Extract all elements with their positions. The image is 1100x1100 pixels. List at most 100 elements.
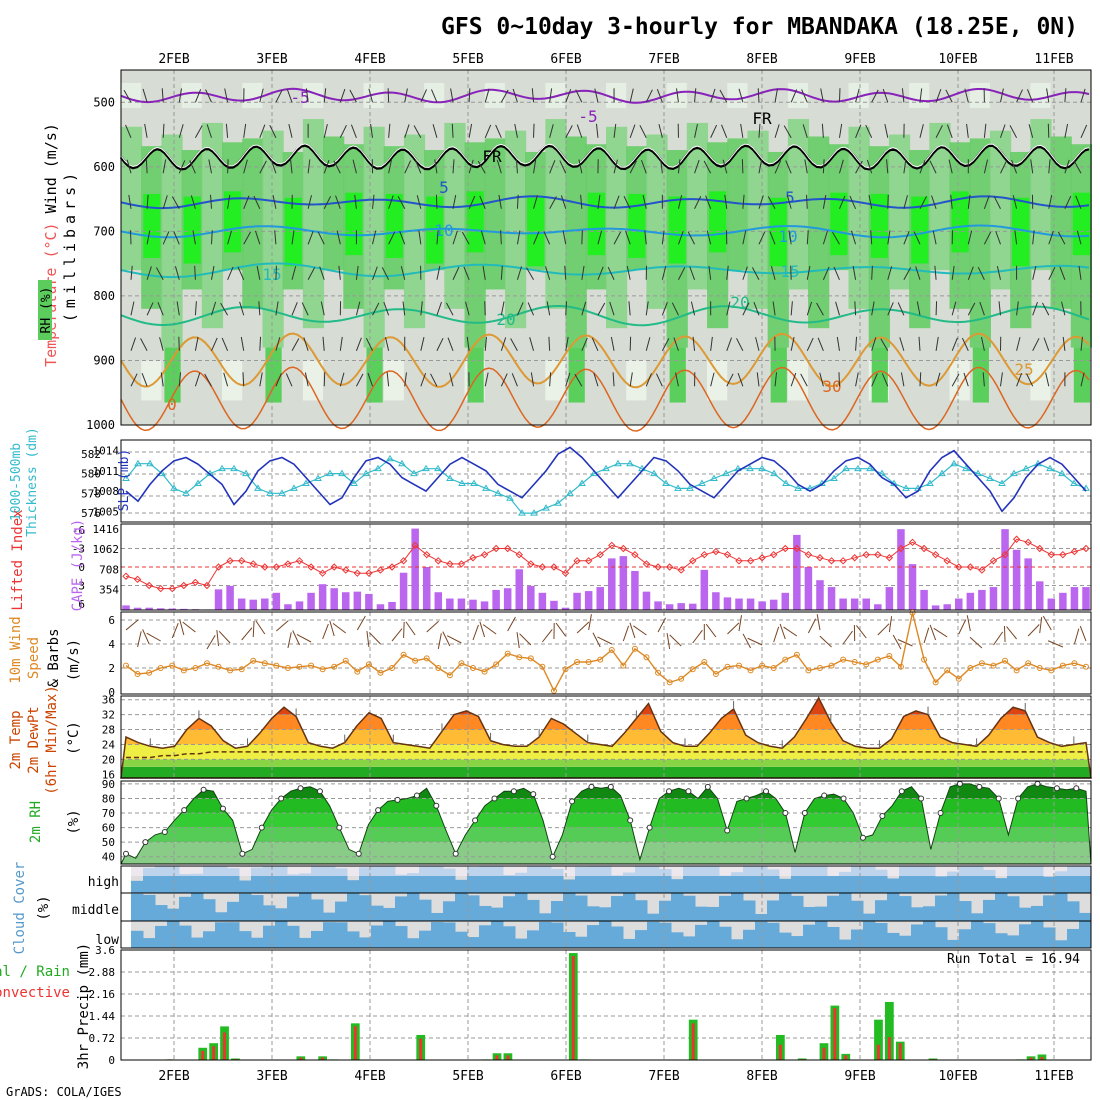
wind-barb [253, 195, 261, 209]
label-2m-dewpt: 2m DewPt [26, 706, 42, 773]
wind-barb [498, 194, 502, 209]
rh-band [484, 138, 506, 290]
li-point [1059, 550, 1067, 559]
cloud-bar [323, 922, 336, 948]
wind-barb [884, 123, 889, 138]
rh-dry-low [707, 360, 728, 401]
cape-ytick: 1416 [93, 523, 120, 536]
cloud-bar [623, 872, 636, 893]
cloud-bar [419, 930, 432, 948]
thickness-point [662, 479, 670, 486]
wind-barb [549, 160, 556, 174]
cloud-bar [683, 895, 696, 921]
wind-barb [546, 301, 551, 316]
wind-barb [465, 301, 470, 316]
wind-barb [1076, 230, 1082, 245]
wind-barb [1080, 336, 1083, 351]
wind-barb-10m [216, 630, 220, 647]
li-ytick: -6 [72, 524, 85, 537]
cloud-bar [239, 880, 252, 893]
upper-ytick: 700 [93, 224, 115, 238]
thickness-point [446, 474, 454, 482]
wind-barb [671, 302, 679, 316]
temp-ytick: 20 [102, 753, 115, 766]
wind-barb [307, 159, 311, 174]
date-label-top: 2FEB [158, 52, 189, 67]
wind-barb [995, 230, 1001, 245]
li-point [735, 557, 743, 565]
wind-barb [145, 159, 148, 174]
wind-barb [565, 125, 573, 139]
rh-core [466, 191, 484, 253]
cloud-bar [299, 893, 312, 921]
label-millibars: (millibars) [61, 168, 79, 322]
cape-bar [723, 597, 732, 610]
wind-barb [785, 160, 792, 174]
thickness-point [434, 464, 442, 472]
contour-label: FR [482, 147, 502, 166]
wind-barb [1064, 195, 1072, 209]
wind-barb-10m [747, 637, 763, 646]
wind-ytick: 4 [108, 638, 115, 651]
wind-speed-point [574, 659, 581, 665]
cloud-bar [455, 931, 468, 948]
cape-bar [446, 598, 454, 610]
wind-barb [323, 124, 328, 138]
wind-barb [855, 88, 860, 103]
wind-barb-10m [555, 622, 566, 637]
wind-speed-point [123, 662, 129, 669]
cloud-bar [587, 906, 600, 921]
wind-barb [1061, 301, 1066, 316]
wind-barb [304, 372, 309, 387]
wind-barb-10m [287, 632, 292, 649]
cloud-bar [611, 896, 624, 921]
cloud-bar [899, 935, 912, 948]
li-point [1001, 550, 1009, 559]
cloud-bar [935, 927, 948, 948]
wind-barb [432, 124, 438, 138]
wind-barb [871, 301, 875, 316]
wind-barb-10m [356, 615, 366, 631]
rh-point [588, 783, 595, 790]
label-lifted-index: Lifted Index [10, 509, 26, 610]
wind-barb [706, 230, 712, 245]
wind-barb [400, 266, 406, 280]
rh-ytick: 60 [102, 822, 115, 835]
date-label-bottom: 11FEB [1034, 1069, 1073, 1084]
wind-barb [256, 265, 261, 280]
wind-barb [500, 337, 507, 351]
cloud-bar [647, 913, 660, 921]
wind-barb [689, 266, 696, 280]
wind-barb-10m [923, 627, 930, 644]
thickness-point [1070, 479, 1078, 486]
wind-barb [430, 373, 438, 387]
thickness-point [950, 459, 958, 467]
rh-dry [787, 82, 809, 108]
wind-barb [639, 125, 647, 138]
cloud-bar [587, 925, 600, 948]
wind-barb [269, 124, 277, 138]
wind-speed-point [412, 657, 419, 664]
li-point [550, 563, 558, 571]
wind-barb [821, 123, 824, 138]
thickness-point [122, 474, 130, 482]
wind-barb-10m [391, 628, 403, 642]
wind-speed-point [782, 656, 789, 663]
cloud-bar [947, 871, 960, 893]
cloud-bar [947, 939, 960, 948]
wind-barb-10m [329, 620, 335, 637]
wind-barb [915, 266, 921, 280]
wind-barb-10m [929, 624, 937, 641]
wind-barb [259, 124, 266, 138]
cloud-bar [407, 893, 420, 921]
wind-barb [753, 302, 760, 316]
wind-barb-10m [179, 619, 185, 636]
wind-barb [722, 159, 728, 174]
cloud-bar [515, 938, 528, 948]
wind-barb [323, 159, 330, 174]
wind-barb [420, 301, 423, 316]
rh-point [355, 850, 362, 857]
wind-barb [610, 336, 615, 351]
cloud-bar [347, 931, 360, 948]
thickness-point [494, 489, 502, 496]
